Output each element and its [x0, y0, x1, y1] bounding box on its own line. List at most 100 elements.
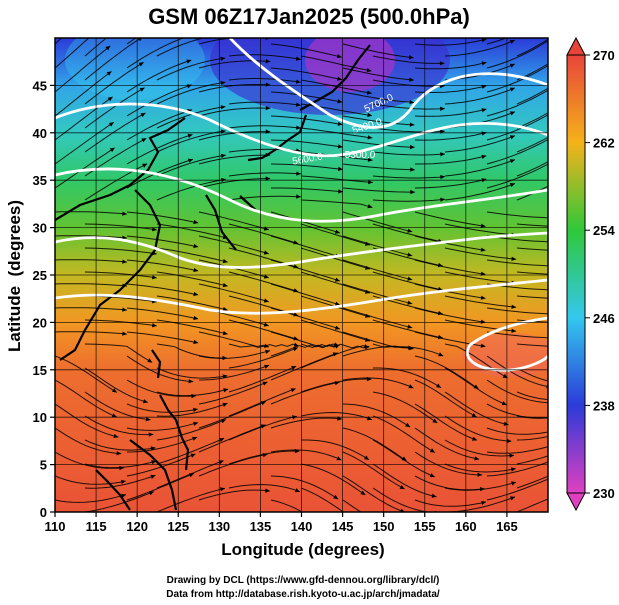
- streamline-arrow: [262, 453, 268, 458]
- streamline-arrow: [220, 56, 226, 61]
- streamline: [444, 223, 517, 236]
- streamline-arrow: [122, 307, 127, 312]
- streamline-arrow: [399, 485, 405, 489]
- streamline-arrow: [502, 373, 508, 379]
- streamline-arrow: [511, 481, 516, 486]
- streamline: [372, 198, 445, 202]
- streamline-arrow: [471, 413, 477, 417]
- streamline: [271, 187, 343, 193]
- x-axis-label: Longitude (degrees): [221, 540, 384, 559]
- streamline: [55, 331, 127, 335]
- streamline: [300, 247, 371, 270]
- streamline-arrow: [106, 71, 112, 76]
- streamline-arrow: [292, 347, 298, 352]
- y-tick-label: 40: [33, 126, 47, 141]
- streamline-arrow: [437, 526, 442, 530]
- streamline-arrow: [429, 448, 435, 453]
- streamline: [486, 307, 548, 315]
- streamline-arrow: [509, 39, 515, 44]
- streamline: [156, 437, 225, 465]
- y-tick-label: 10: [33, 410, 47, 425]
- y-tick-label: 15: [33, 363, 47, 378]
- streamline-arrow: [439, 61, 445, 66]
- streamline: [228, 101, 301, 106]
- streamline: [270, 43, 342, 58]
- streamline-arrow: [407, 276, 413, 281]
- x-tick-label: 140: [291, 519, 313, 534]
- x-tick-label: 120: [126, 519, 148, 534]
- streamline: [55, 403, 119, 438]
- streamline-arrow: [148, 491, 154, 496]
- streamline-arrow: [549, 161, 554, 165]
- streamline: [342, 43, 414, 59]
- colorbar-top-arrow: [566, 36, 586, 56]
- streamline: [84, 474, 156, 489]
- streamline: [342, 139, 415, 148]
- streamline: [126, 379, 196, 397]
- streamline: [372, 391, 438, 424]
- y-tick-label: 25: [33, 268, 47, 283]
- streamline-arrow: [260, 401, 266, 406]
- streamline: [84, 61, 144, 105]
- streamline-arrow: [120, 479, 126, 484]
- x-tick-label: 150: [373, 519, 395, 534]
- streamline: [444, 367, 507, 406]
- streamline: [516, 295, 548, 299]
- streamline-arrow: [222, 306, 228, 312]
- streamline-arrow: [554, 240, 559, 244]
- credit-line-2: Data from http://database.rish.kyoto-u.a…: [166, 589, 440, 600]
- streamline: [444, 295, 517, 308]
- streamline: [414, 235, 486, 251]
- gridlines: [54, 38, 548, 513]
- x-tick-label: 155: [414, 519, 436, 534]
- streamline-arrow: [296, 171, 301, 176]
- streamline: [516, 161, 548, 177]
- streamline-arrow: [366, 376, 372, 382]
- streamline: [414, 211, 486, 227]
- streamline: [126, 283, 199, 296]
- streamline-arrow: [366, 90, 372, 95]
- streamline-arrow: [474, 456, 480, 461]
- streamline: [198, 178, 271, 189]
- streamline-arrow: [402, 528, 407, 532]
- streamline-arrow: [294, 488, 300, 493]
- streamline: [342, 403, 411, 428]
- streamline-arrow: [337, 99, 343, 104]
- streamline-arrow: [510, 496, 515, 501]
- streamline-arrow: [431, 493, 437, 498]
- streamline-arrow: [554, 216, 559, 220]
- streamline: [414, 132, 487, 141]
- streamline: [156, 487, 226, 512]
- colorbar-tick-label: 270: [593, 48, 615, 63]
- streamline: [156, 402, 228, 417]
- streamline: [486, 40, 548, 69]
- colorbar-tick-label: 246: [593, 311, 615, 326]
- streamline-arrow: [409, 122, 415, 127]
- streamline: [270, 67, 343, 81]
- streamline-arrow: [220, 105, 226, 110]
- streamline: [516, 87, 548, 105]
- streamline: [84, 163, 148, 201]
- streamline-arrow: [218, 460, 224, 465]
- streamline: [270, 475, 339, 500]
- streamline-arrow: [552, 415, 557, 419]
- streamline: [84, 247, 157, 255]
- streamline: [84, 38, 143, 81]
- streamline-arrow: [296, 125, 301, 130]
- streamline-arrow: [360, 490, 366, 495]
- streamline: [55, 38, 90, 69]
- streamline: [342, 115, 415, 126]
- streamline-arrow: [262, 381, 268, 386]
- streamline: [414, 259, 486, 275]
- streamline: [156, 106, 226, 129]
- streamline: [373, 367, 442, 389]
- streamline-arrow: [409, 77, 414, 82]
- streamline-arrow: [436, 383, 441, 388]
- streamline: [300, 271, 371, 294]
- streamline-arrow: [509, 453, 514, 458]
- streamline-arrow: [222, 402, 228, 407]
- streamline-arrow: [510, 467, 516, 472]
- streamline: [270, 352, 338, 381]
- streamline: [84, 319, 157, 327]
- streamline-arrow: [220, 80, 226, 86]
